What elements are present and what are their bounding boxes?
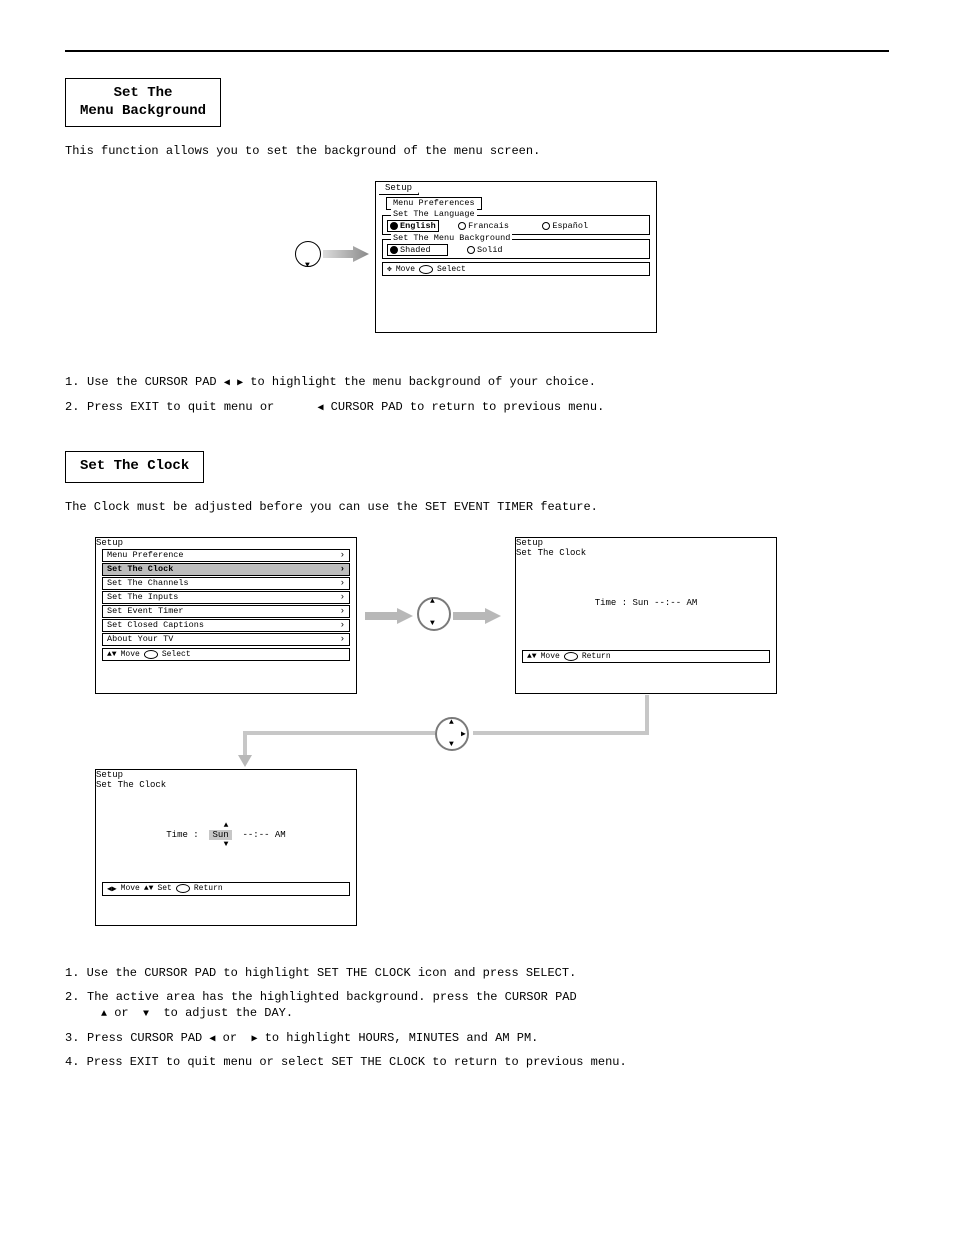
osd-clock-readout: Setup Set The Clock Time : Sun --:-- AM …	[515, 537, 777, 694]
clock-step-2: 2.The active area has the highlighted ba…	[65, 989, 889, 1022]
right-arrow-icon: ▶	[237, 377, 243, 391]
opt-espanol[interactable]: Español	[542, 221, 602, 231]
step-2: 2.Press EXIT to quit menu or ◀ CURSOR PA…	[65, 399, 889, 416]
time-line-b: Time : Sun --:-- AM	[516, 558, 776, 648]
setup-row[interactable]: Set Closed Captions›	[102, 619, 350, 632]
hint-row-b: ▲▼Move Return	[522, 650, 770, 663]
opt-francais[interactable]: Francais	[458, 221, 523, 231]
opt-shaded[interactable]: Shaded	[387, 244, 448, 256]
left-arrow-icon: ◀	[317, 402, 323, 416]
opt-english[interactable]: English	[387, 220, 439, 232]
title-line1: Set The	[114, 85, 173, 101]
osd-hint-row: ✥ Move Select	[382, 262, 650, 276]
setup-row[interactable]: Set The Clock›	[102, 563, 350, 576]
title-clock: Set The Clock	[80, 458, 189, 474]
section-title-set-clock: Set The Clock	[65, 451, 204, 483]
legend-language: Set The Language	[391, 209, 477, 219]
clock-step-3: 3.Press CURSOR PAD ◀ or ▶ to highlight H…	[65, 1030, 889, 1047]
select-oval-icon	[419, 265, 433, 274]
day-highlight[interactable]: Sun	[209, 830, 231, 840]
arrow-right-icon	[365, 607, 415, 625]
clock-step-4: 4. Press EXIT to quit menu or select SET…	[65, 1054, 889, 1070]
osd-clock-edit: Setup Set The Clock ▲ Time : Sun --:-- A…	[95, 769, 357, 926]
cursor-pad-icon: ▲ ▼ ▶	[435, 717, 469, 751]
setup-row[interactable]: Set The Channels›	[102, 577, 350, 590]
osd-tab-setup: Setup	[379, 182, 419, 195]
left-arrow-icon: ◀	[209, 1033, 215, 1047]
legend-background: Set The Menu Background	[391, 233, 512, 243]
illustration-set-clock: Setup Menu Preference›Set The Clock›Set …	[65, 537, 889, 957]
arrow-right-icon	[453, 607, 503, 625]
intro-menu-background: This function allows you to set the back…	[65, 143, 889, 159]
tab-setup-b: Setup	[516, 538, 543, 548]
connector-line	[473, 731, 649, 735]
hint-select: Select	[437, 265, 466, 274]
setup-row[interactable]: Set The Inputs›	[102, 591, 350, 604]
dpad-icon: ✥	[387, 264, 392, 274]
arrow-right-icon	[323, 245, 371, 263]
arrow-down-icon	[236, 755, 254, 769]
tab-setup-a: Setup	[96, 538, 123, 548]
hint-row-a: ▲▼Move Select	[102, 648, 350, 661]
setup-row[interactable]: Menu Preference›	[102, 549, 350, 562]
opt-solid[interactable]: Solid	[467, 245, 517, 255]
hint-move: Move	[396, 265, 415, 274]
cursor-pad-icon: ▼	[295, 241, 321, 267]
subtab-b: Set The Clock	[516, 548, 586, 558]
hint-row-c: ◀▶Move ▲▼Set Return	[102, 882, 350, 896]
osd-menu-preferences: Setup Menu Preferences Set The Language …	[375, 181, 657, 333]
setup-row[interactable]: About Your TV›	[102, 633, 350, 646]
section-title-menu-background: Set The Menu Background	[65, 78, 221, 127]
down-tri-icon: ▼	[305, 261, 310, 270]
setup-row[interactable]: Set Event Timer›	[102, 605, 350, 618]
osd-setup-list: Setup Menu Preference›Set The Clock›Set …	[95, 537, 357, 694]
connector-line	[243, 731, 435, 735]
right-arrow-icon: ▶	[251, 1033, 257, 1047]
title-line2: Menu Background	[80, 103, 206, 119]
up-arrow-icon: ▲	[101, 1008, 107, 1022]
fieldset-language: Set The Language English Francais Españo…	[382, 215, 650, 235]
subtab-c: Set The Clock	[96, 780, 166, 790]
connector-line	[645, 695, 649, 735]
time-line-c: ▲ Time : Sun --:-- AM ▼	[96, 790, 356, 880]
intro-clock: The Clock must be adjusted before you ca…	[65, 499, 889, 515]
tab-setup-c: Setup	[96, 770, 123, 780]
step-1: 1.Use the CURSOR PAD ◀ ▶ to highlight th…	[65, 374, 889, 391]
fieldset-background: Set The Menu Background Shaded Solid	[382, 239, 650, 259]
page-top-rule	[65, 50, 889, 52]
down-arrow-icon: ▼	[143, 1008, 149, 1022]
illustration-menu-background: ▼ Setup Menu Preferences Set The Languag…	[295, 181, 889, 366]
left-arrow-icon: ◀	[224, 377, 230, 391]
clock-step-1: 1. Use the CURSOR PAD to highlight SET T…	[65, 965, 889, 981]
cursor-pad-icon: ▲ ▼	[417, 597, 451, 631]
